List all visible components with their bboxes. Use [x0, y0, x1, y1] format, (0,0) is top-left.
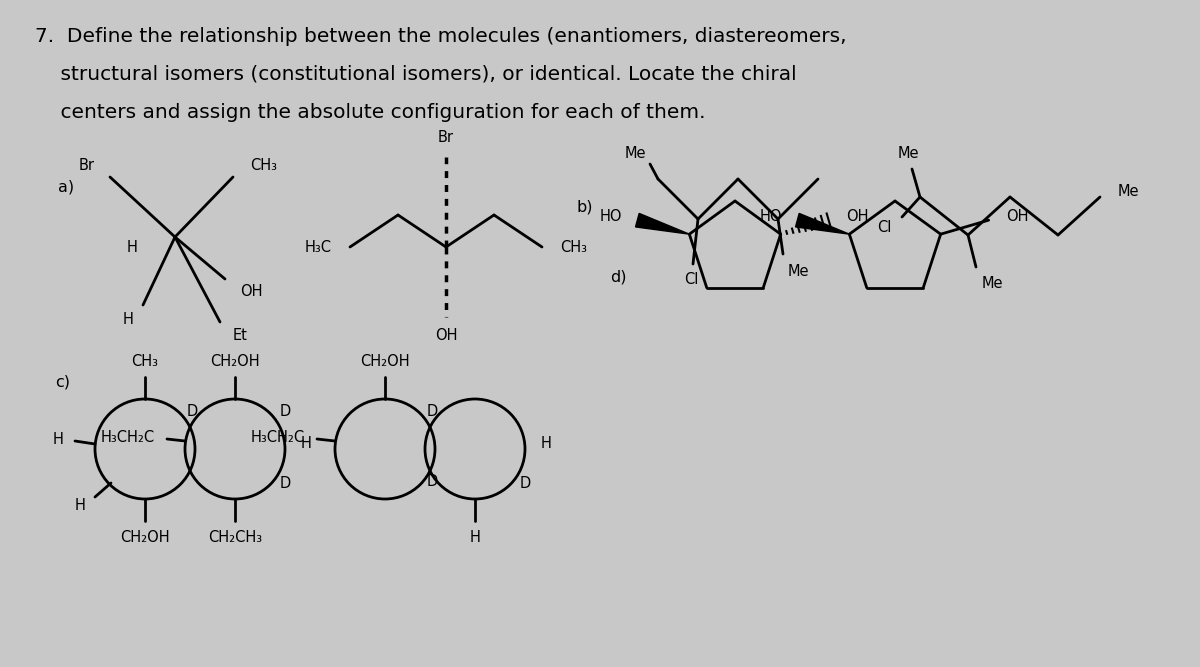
Text: CH₃: CH₃ [132, 354, 158, 368]
Text: CH₂OH: CH₂OH [120, 530, 170, 544]
Text: d): d) [610, 269, 626, 285]
Text: H: H [301, 436, 312, 452]
Text: b): b) [577, 199, 594, 215]
Text: D: D [280, 476, 292, 492]
Text: H₃C: H₃C [305, 239, 332, 255]
Text: Me: Me [788, 263, 810, 279]
Text: CH₃: CH₃ [250, 157, 277, 173]
Text: Me: Me [1118, 185, 1140, 199]
Text: CH₃: CH₃ [560, 239, 587, 255]
Text: H₃CH₂C: H₃CH₂C [251, 430, 305, 444]
Text: D: D [427, 404, 438, 418]
Text: H: H [469, 530, 480, 544]
Text: OH: OH [846, 209, 868, 223]
Text: CH₂OH: CH₂OH [210, 354, 260, 368]
Text: centers and assign the absolute configuration for each of them.: centers and assign the absolute configur… [35, 103, 706, 122]
Text: D: D [427, 474, 438, 488]
Text: structural isomers (constitutional isomers), or identical. Locate the chiral: structural isomers (constitutional isome… [35, 65, 797, 84]
Text: D: D [280, 404, 292, 418]
Text: HO: HO [600, 209, 623, 223]
Text: H: H [126, 239, 137, 255]
Text: Me: Me [898, 145, 919, 161]
Text: Br: Br [438, 129, 454, 145]
Text: OH: OH [434, 327, 457, 342]
Text: Cl: Cl [877, 219, 892, 235]
Text: H: H [541, 436, 552, 452]
Text: HO: HO [760, 209, 782, 223]
Text: Br: Br [79, 157, 95, 173]
Text: OH: OH [1006, 209, 1028, 223]
Text: CH₂OH: CH₂OH [360, 354, 410, 368]
Text: CH₂CH₃: CH₂CH₃ [208, 530, 262, 544]
Polygon shape [796, 213, 850, 234]
Text: H: H [74, 498, 85, 512]
Text: Et: Et [233, 327, 248, 342]
Text: H: H [52, 432, 64, 446]
Text: Cl: Cl [684, 271, 698, 287]
Text: 7.  Define the relationship between the molecules (enantiomers, diastereomers,: 7. Define the relationship between the m… [35, 27, 847, 46]
Text: D: D [520, 476, 532, 492]
Text: Me: Me [982, 275, 1003, 291]
Text: OH: OH [240, 285, 263, 299]
Polygon shape [636, 213, 689, 234]
Text: c): c) [55, 374, 70, 390]
Text: a): a) [58, 179, 74, 195]
Text: Me: Me [624, 147, 646, 161]
Text: H: H [122, 311, 133, 327]
Text: D: D [187, 404, 198, 418]
Text: H₃CH₂C: H₃CH₂C [101, 430, 155, 444]
